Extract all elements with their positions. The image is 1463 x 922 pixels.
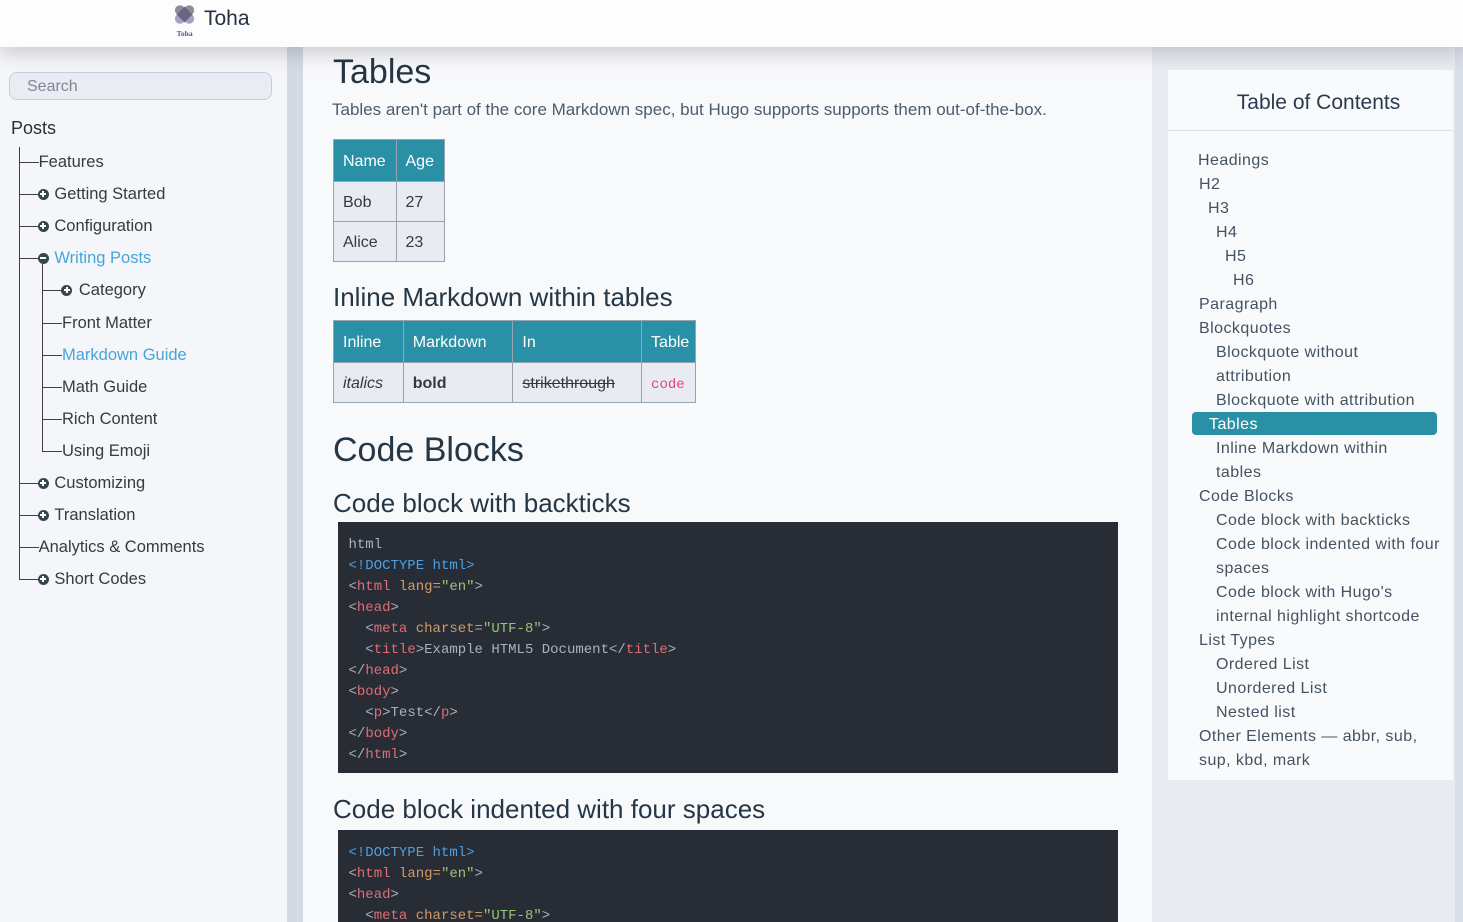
svg-text:Toha: Toha xyxy=(177,29,193,38)
